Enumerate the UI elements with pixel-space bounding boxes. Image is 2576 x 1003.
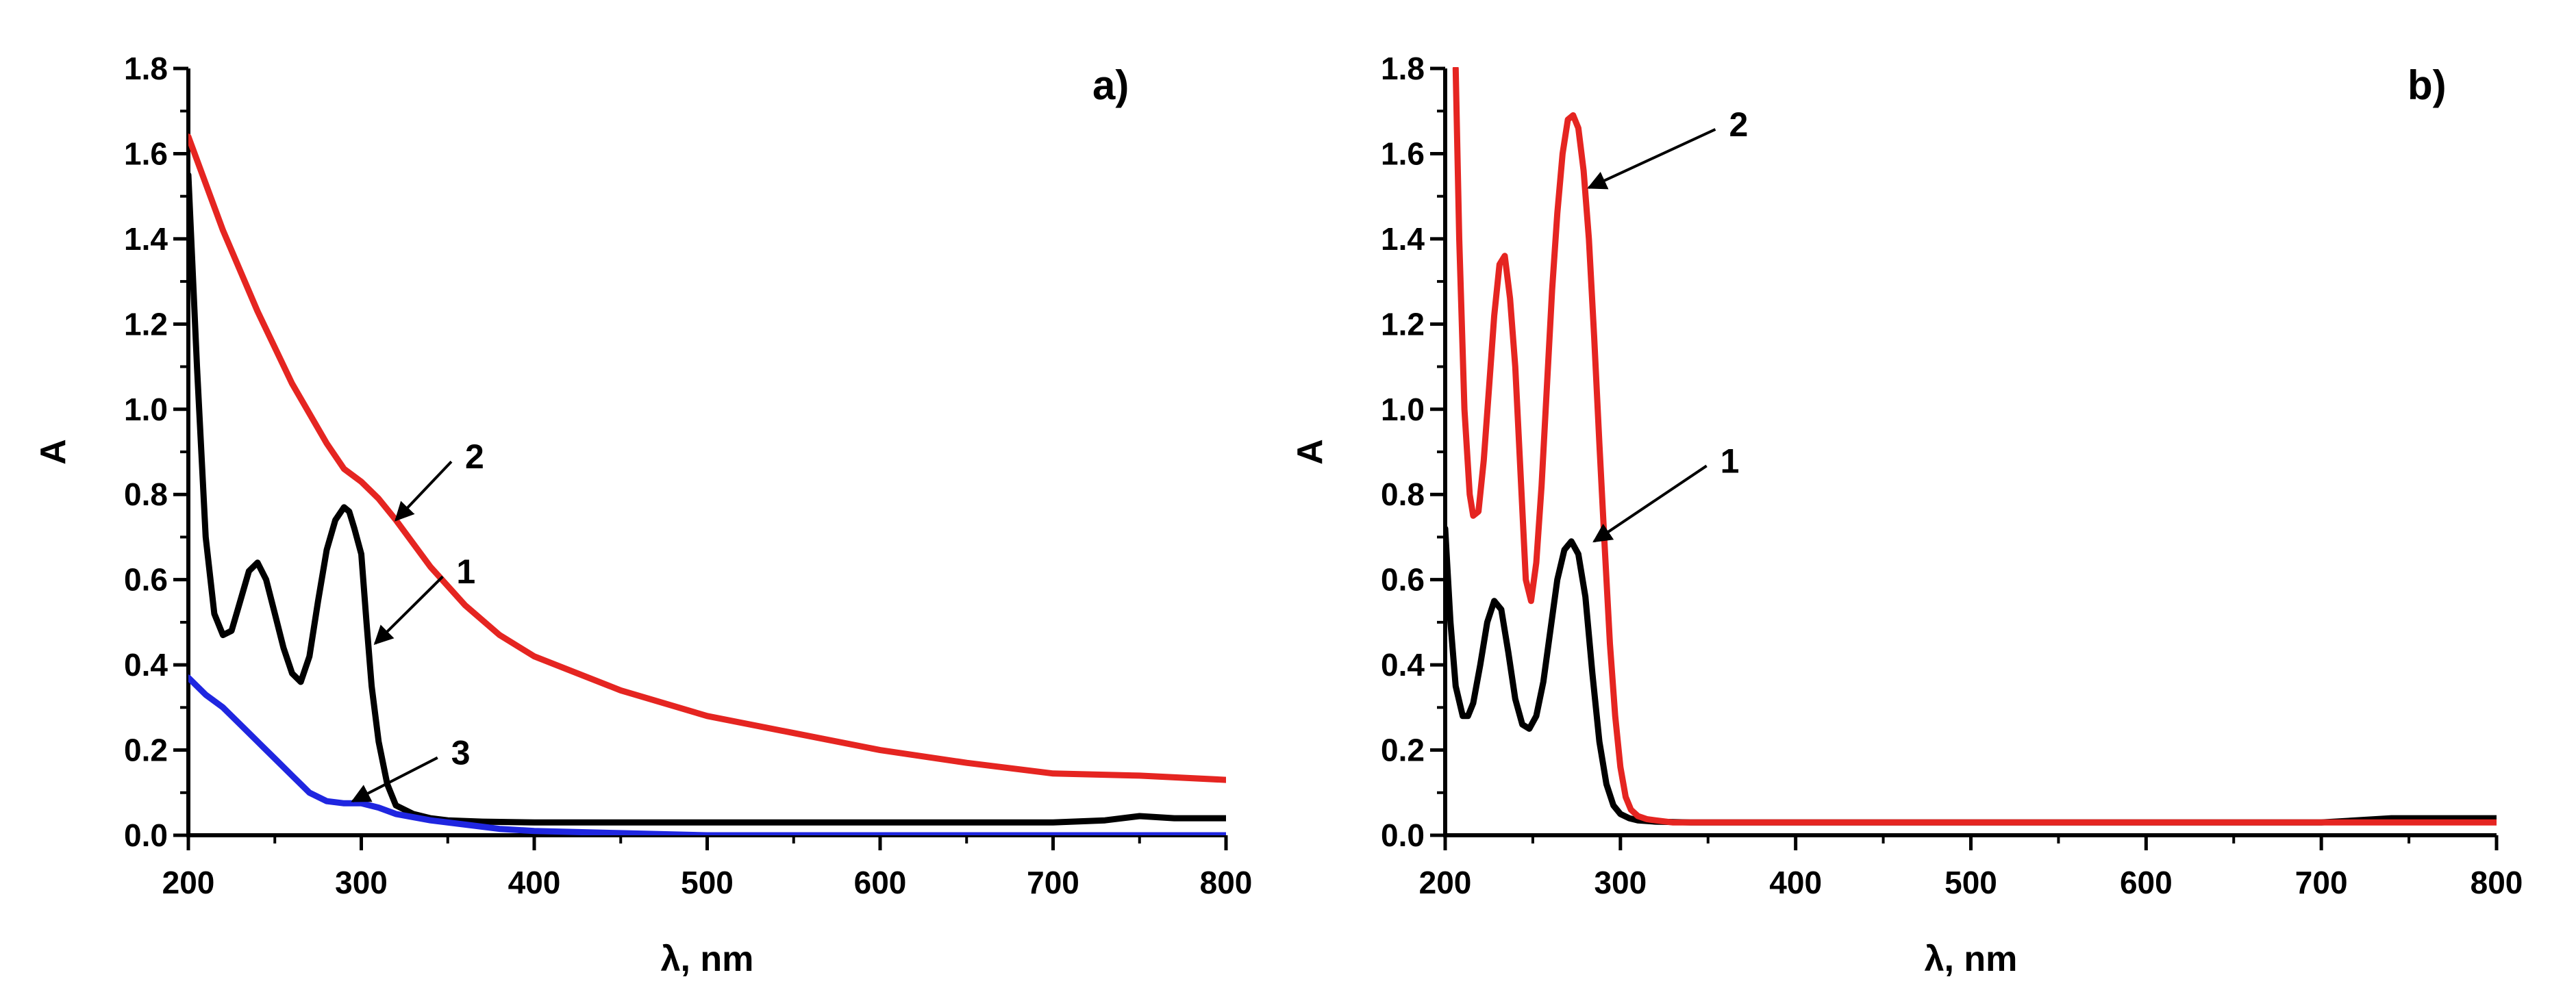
panel-b-x-tick-label: 800	[2471, 865, 2523, 900]
panel-a-y-tick-label: 0.0	[124, 817, 168, 853]
panel-b-x-tick-label: 700	[2295, 865, 2348, 900]
panel-b-y-tick-label: 0.4	[1381, 647, 1425, 683]
panel-a-y-axis-title: A	[34, 439, 73, 465]
panel-b-x-tick-label: 500	[1944, 865, 1997, 900]
panel-a-curve-label-3: 3	[451, 734, 471, 772]
panel-a-series-1-line	[188, 172, 1226, 826]
panel-b-series-2-line	[1452, 67, 2497, 826]
panel-a-x-axis-title: λ, nm	[661, 939, 754, 979]
panel-a-y-tick-label: 0.8	[124, 477, 168, 512]
panel-a-x-tick-label: 300	[335, 865, 388, 900]
panel-a-y-tick-label: 1.8	[124, 51, 168, 86]
panel-b-x-axis-title: λ, nm	[1925, 939, 2018, 979]
panel-b-x-tick-label: 400	[1769, 865, 1822, 900]
panel-a-curve-label-2: 2	[465, 437, 484, 476]
panel-b-y-axis-title: A	[1290, 439, 1330, 465]
panel-b-chart: 0.0 0.2 0.4 0.6 0.8 1.0 1.2 1.4 1.6 1.8 200 300 400 5…	[1290, 51, 2523, 979]
panel-b-y-tick-label: 1.4	[1381, 221, 1425, 257]
panel-a-arrow-1	[373, 575, 444, 645]
panel-b-series-1-line	[1445, 525, 2497, 826]
panel-a-y-tick-label: 0.6	[124, 562, 168, 598]
panel-b-arrow-1	[1592, 464, 1708, 543]
panel-a-x-tick-label: 600	[854, 865, 907, 900]
panel-b-arrow-2	[1587, 128, 1716, 190]
panel-a-y-tick-label: 1.6	[124, 136, 168, 171]
panel-a-y-tick-label: 1.2	[124, 306, 168, 342]
panel-a-y-tick-label: 1.4	[124, 221, 168, 257]
panel-a-series-3-line	[188, 674, 1226, 835]
panel-a-y-tick-label: 1.0	[124, 392, 168, 427]
panel-a-x-tick-label: 400	[508, 865, 561, 900]
panel-a-arrow-3	[351, 756, 438, 803]
panel-b-y-tick-label: 0.8	[1381, 477, 1425, 512]
panel-b-panel-label: b)	[2408, 62, 2447, 108]
panel-a-y-tick-label: 0.2	[124, 733, 168, 768]
panel-a-curve-label-1: 1	[456, 553, 475, 591]
panel-b-y-tick-label: 0.6	[1381, 562, 1425, 598]
panel-a-x-tick-label: 800	[1200, 865, 1253, 900]
panel-b-x-tick-label: 600	[2120, 865, 2173, 900]
panel-b-y-tick-label: 1.0	[1381, 392, 1425, 427]
panel-b-y-tick-label: 0.0	[1381, 817, 1425, 853]
panel-b-y-tick-label: 0.2	[1381, 733, 1425, 768]
panel-b-x-tick-label: 300	[1594, 865, 1647, 900]
panel-a-x-tick-label: 200	[162, 865, 215, 900]
panel-b-y-tick-label: 1.6	[1381, 136, 1425, 171]
panel-b-curve-label-1: 1	[1721, 442, 1740, 480]
panel-b-x-tick-label: 200	[1419, 865, 1472, 900]
panel-a-chart: 0.0 0.2 0.4 0.6 0.8 1.0 1.2 1.4 1.6 1.8 200 300 400 5…	[34, 51, 1252, 979]
panel-a-x-tick-label: 700	[1027, 865, 1079, 900]
panel-b-y-tick-label: 1.2	[1381, 306, 1425, 342]
panel-a-series-2-line	[188, 134, 1226, 783]
panel-a-panel-label: a)	[1092, 62, 1129, 108]
panel-a-x-tick-label: 500	[681, 865, 734, 900]
panel-b-y-tick-label: 1.8	[1381, 51, 1425, 86]
panel-a-arrow-2	[395, 460, 453, 522]
panel-a-y-tick-label: 0.4	[124, 647, 168, 683]
panel-b-curve-label-2: 2	[1729, 105, 1748, 144]
